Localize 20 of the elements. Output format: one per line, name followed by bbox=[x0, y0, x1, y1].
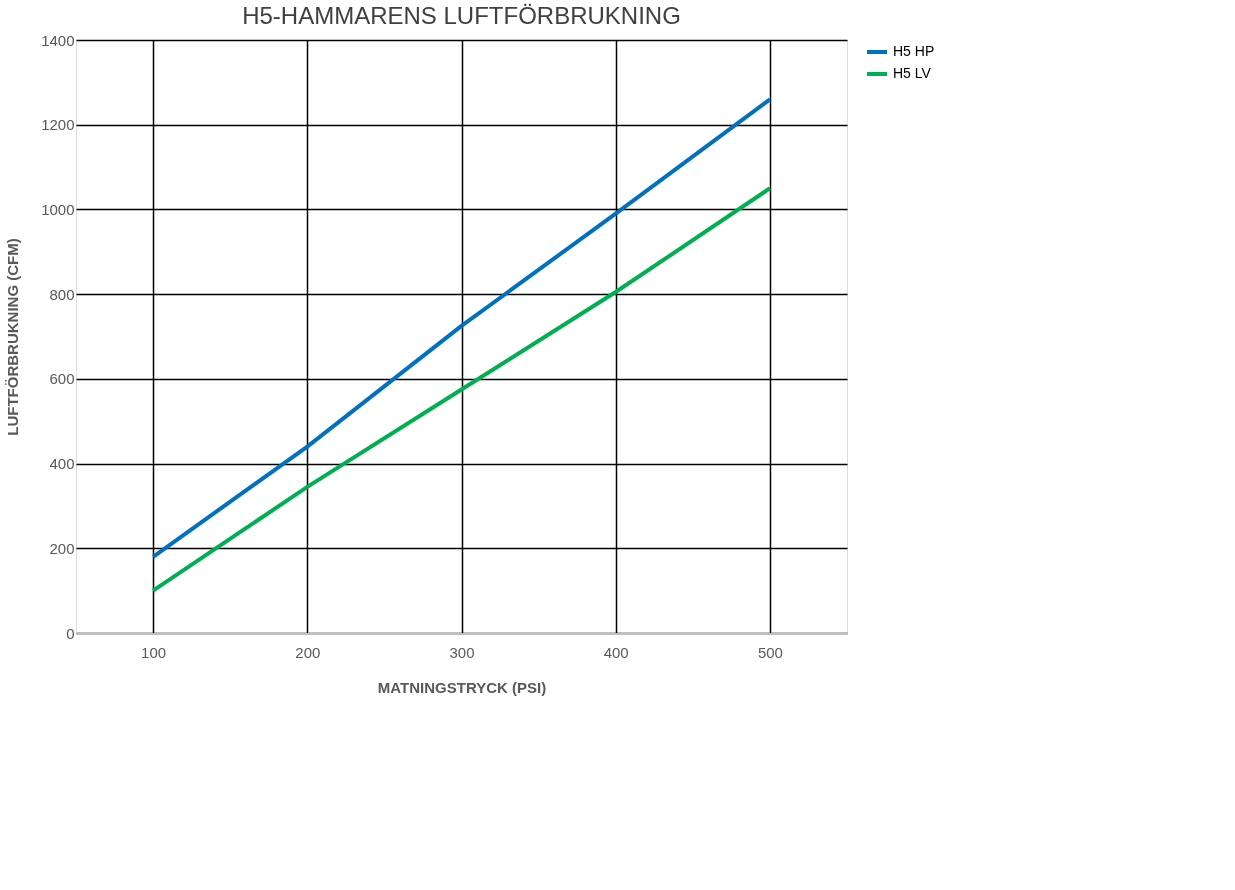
x-tick-label: 100 bbox=[141, 643, 167, 661]
line-series bbox=[151, 186, 772, 593]
chart-title: H5-HAMMARENS LUFTFÖRBRUKNING bbox=[242, 2, 681, 29]
y-tick-label: 0 bbox=[66, 624, 75, 642]
y-tick-label: 800 bbox=[49, 285, 75, 303]
x-tick-label: 200 bbox=[295, 643, 321, 661]
y-tick-label: 1200 bbox=[41, 116, 75, 134]
y-tick-label: 1400 bbox=[41, 31, 75, 49]
x-tick-label: 500 bbox=[757, 643, 783, 661]
legend-label: H5 LV bbox=[893, 65, 932, 81]
y-tick-label: 200 bbox=[49, 539, 75, 557]
legend-label: H5 HP bbox=[893, 43, 935, 59]
y-tick-label: 600 bbox=[49, 370, 75, 388]
y-tick-label: 1000 bbox=[41, 200, 75, 218]
x-axis-title: MATNINGSTRYCK (PSI) bbox=[377, 678, 547, 696]
line-series bbox=[151, 97, 772, 559]
y-axis-title: LUFTFÖRBRUKNING (CFM) bbox=[4, 238, 22, 436]
x-tick-label: 400 bbox=[603, 643, 629, 661]
x-tick-label: 300 bbox=[449, 643, 475, 661]
y-tick-label: 400 bbox=[49, 455, 75, 473]
